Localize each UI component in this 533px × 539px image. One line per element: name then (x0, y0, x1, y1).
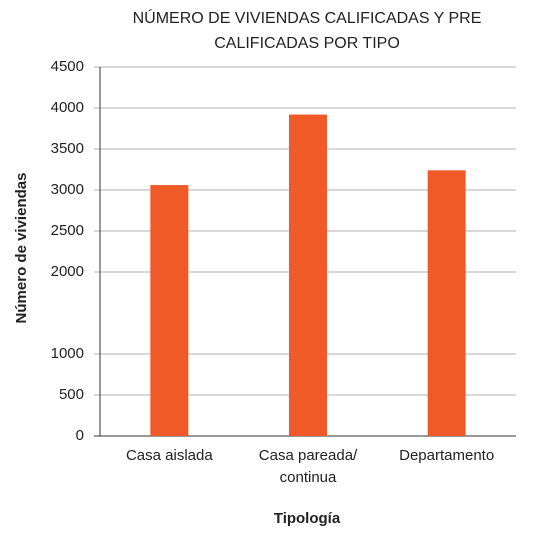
y-tick-label: 1000 (51, 345, 84, 362)
bar (289, 114, 327, 436)
x-tick-label: Departamento (399, 447, 494, 464)
y-tick-label: 0 (76, 427, 84, 444)
y-tick-label: 2500 (51, 222, 84, 239)
x-tick-label: Casa pareada/continua (259, 447, 358, 486)
bar (150, 185, 189, 436)
y-tick-label: 4000 (51, 99, 84, 116)
x-tick-label: Casa aislada (126, 447, 213, 464)
y-tick-label: 2000 (51, 263, 84, 280)
y-tick-label: 4500 (51, 58, 84, 75)
y-tick-label: 3500 (51, 140, 84, 157)
y-tick-label: 3000 (51, 181, 84, 198)
x-axis-title: Tipología (274, 510, 341, 527)
y-axis-title: Número de viviendas (13, 173, 30, 324)
y-tick-label: 500 (59, 386, 84, 403)
chart-title: NÚMERO DE VIVIENDAS CALIFICADAS Y PRE (133, 8, 482, 27)
chart-title: CALIFICADAS POR TIPO (214, 35, 400, 52)
bar (427, 170, 466, 436)
